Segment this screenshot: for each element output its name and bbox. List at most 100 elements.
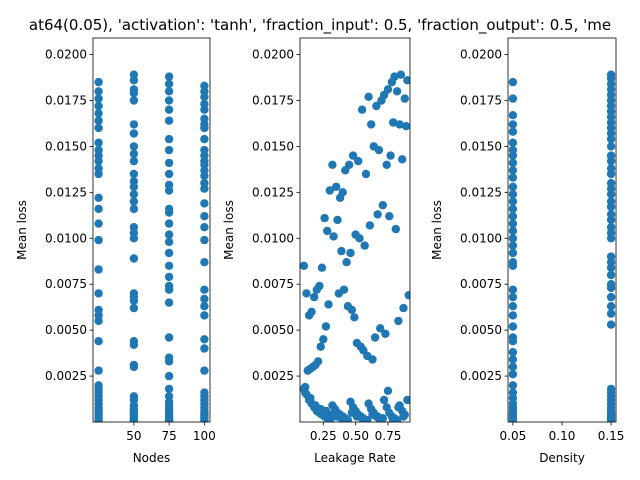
data-point bbox=[200, 105, 209, 114]
data-point bbox=[386, 151, 395, 160]
data-point bbox=[200, 212, 209, 221]
data-point bbox=[508, 138, 518, 147]
data-point bbox=[606, 263, 616, 272]
data-point bbox=[376, 324, 385, 333]
data-point bbox=[333, 215, 342, 225]
y-tick-label: 0.0150 bbox=[45, 139, 87, 153]
data-point bbox=[200, 344, 209, 353]
data-point bbox=[508, 261, 518, 270]
data-point bbox=[200, 123, 209, 133]
data-point bbox=[302, 289, 311, 298]
data-point bbox=[335, 193, 345, 202]
y-axis-label: Mean loss bbox=[430, 200, 444, 260]
y-tick-label: 0.0025 bbox=[460, 369, 502, 383]
data-point bbox=[129, 129, 139, 138]
y-tick-label: 0.0200 bbox=[252, 48, 294, 62]
data-point bbox=[508, 234, 518, 243]
data-point bbox=[606, 215, 616, 225]
data-point bbox=[508, 292, 518, 302]
data-point bbox=[321, 322, 331, 331]
data-point bbox=[129, 169, 139, 179]
data-point bbox=[395, 120, 404, 129]
scatter-panel-density: 0.0025 0.0050 0.0075 0.0100 0.0125 0.0150 0.01… bbox=[430, 37, 624, 465]
data-point bbox=[129, 254, 139, 263]
data-point bbox=[606, 156, 616, 166]
scatter-panel-nodes: 0.0025 0.0050 0.0075 0.0100 0.0125 0.0150 0.01… bbox=[15, 37, 216, 465]
x-tick-label: 0.10 bbox=[549, 429, 576, 443]
y-tick-label: 0.0075 bbox=[252, 277, 294, 291]
data-point bbox=[508, 204, 518, 214]
data-point bbox=[129, 190, 139, 199]
data-point bbox=[200, 294, 209, 304]
y-tick-label: 0.0125 bbox=[45, 185, 87, 199]
data-point bbox=[164, 237, 174, 247]
data-point bbox=[317, 263, 327, 272]
data-point bbox=[508, 212, 518, 221]
data-point bbox=[606, 416, 616, 422]
data-point bbox=[378, 414, 387, 422]
data-point bbox=[301, 388, 310, 397]
data-point bbox=[164, 261, 174, 270]
data-point bbox=[200, 92, 209, 102]
data-point bbox=[606, 202, 616, 212]
data-point bbox=[200, 416, 209, 422]
data-point bbox=[94, 138, 103, 147]
data-point bbox=[164, 272, 174, 282]
data-point bbox=[94, 87, 103, 96]
data-point bbox=[129, 149, 139, 158]
data-point bbox=[94, 366, 103, 375]
data-point bbox=[164, 96, 174, 105]
data-points-nodes bbox=[94, 70, 209, 422]
data-point bbox=[394, 316, 403, 326]
data-point bbox=[129, 303, 139, 313]
data-point bbox=[508, 166, 518, 175]
data-point bbox=[387, 77, 397, 87]
data-point bbox=[364, 92, 373, 102]
x-tick-label: 75 bbox=[161, 429, 176, 443]
data-points-leakage-rate bbox=[300, 70, 410, 422]
data-point bbox=[164, 72, 174, 81]
data-point bbox=[94, 169, 103, 179]
data-point bbox=[200, 235, 209, 245]
data-point bbox=[508, 173, 518, 182]
data-point bbox=[164, 333, 174, 342]
data-point bbox=[332, 182, 341, 191]
data-point bbox=[361, 169, 371, 179]
data-point bbox=[508, 381, 518, 390]
data-point bbox=[508, 190, 518, 199]
data-point bbox=[164, 298, 174, 307]
y-tick-label: 0.0050 bbox=[460, 323, 502, 337]
data-point bbox=[129, 142, 139, 151]
data-point bbox=[200, 366, 209, 375]
data-point bbox=[164, 248, 174, 258]
data-point bbox=[508, 285, 518, 294]
data-point bbox=[129, 120, 139, 129]
data-point bbox=[379, 395, 389, 405]
data-point bbox=[508, 355, 518, 364]
y-tick-label: 0.0125 bbox=[460, 185, 502, 199]
data-point bbox=[398, 155, 407, 164]
data-point bbox=[606, 320, 616, 329]
data-point bbox=[200, 223, 209, 232]
data-point bbox=[94, 77, 103, 87]
data-point bbox=[367, 120, 376, 129]
y-tick-label: 0.0200 bbox=[460, 48, 502, 62]
data-point bbox=[403, 395, 410, 405]
y-axis-label: Mean loss bbox=[222, 200, 236, 260]
data-point bbox=[94, 235, 103, 245]
data-point bbox=[200, 311, 209, 320]
data-point bbox=[164, 79, 174, 89]
data-point bbox=[508, 241, 518, 250]
data-point bbox=[508, 248, 518, 258]
data-point bbox=[508, 77, 518, 87]
data-point bbox=[164, 416, 174, 422]
y-tick-label: 0.0025 bbox=[252, 369, 294, 383]
data-point bbox=[94, 265, 103, 274]
y-tick-label: 0.0175 bbox=[460, 93, 502, 107]
data-point bbox=[164, 285, 174, 294]
data-point bbox=[508, 219, 518, 228]
data-point bbox=[342, 258, 351, 267]
y-tick-label: 0.0200 bbox=[45, 48, 87, 62]
scatter-panel-leakage-rate: 0.0025 0.0050 0.0075 0.0100 0.0125 0.0150 0.01… bbox=[222, 37, 411, 465]
data-point bbox=[392, 87, 402, 96]
